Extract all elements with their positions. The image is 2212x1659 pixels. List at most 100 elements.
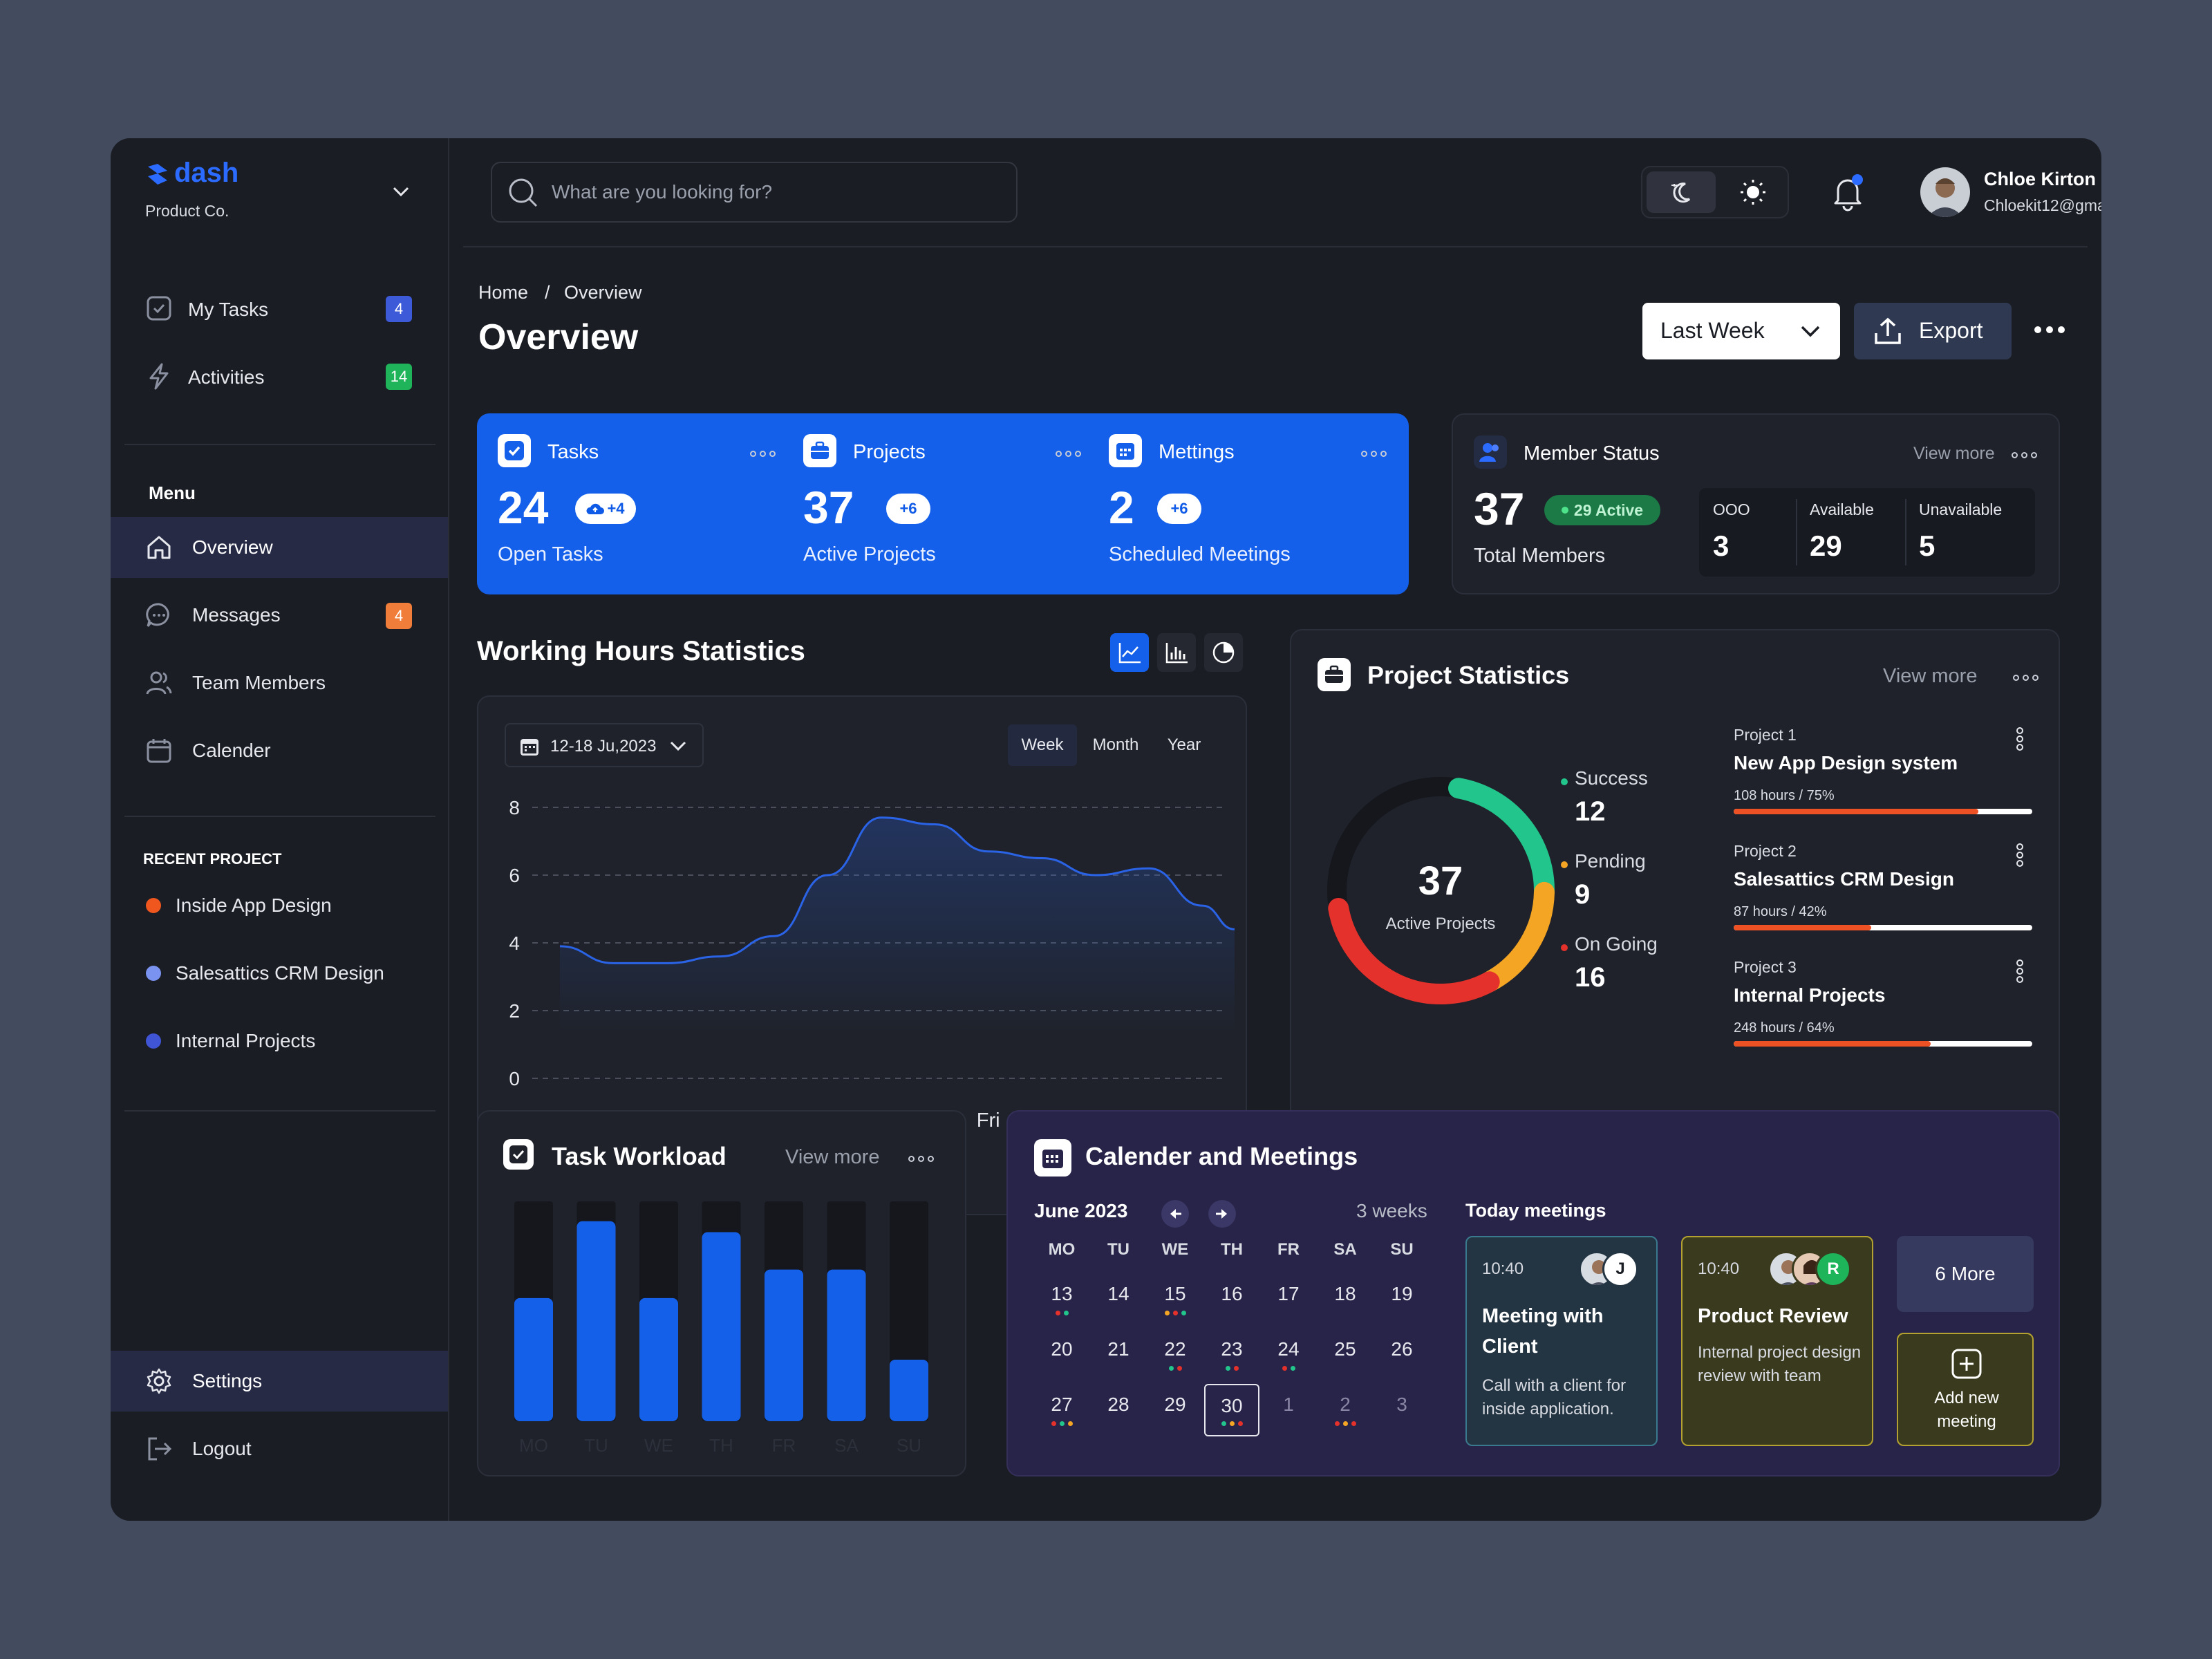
recent-title: RECENT PROJECT [143,850,282,868]
tab-month[interactable]: Month [1081,724,1150,766]
more-dots-icon[interactable] [1361,451,1387,457]
project-item[interactable]: Project 2 Salesattics CRM Design 87 hour… [1734,842,2038,946]
bell-icon[interactable] [1828,171,1867,213]
calendar-day[interactable]: 28 [1107,1394,1130,1415]
date-range-select[interactable]: 12-18 Ju,2023 [505,723,704,767]
add-meeting-button[interactable]: Add new meeting [1897,1333,2034,1446]
x-tick-label: WE [644,1435,673,1456]
workspace-chevron-down-icon[interactable] [391,181,411,202]
kebab-menu-icon[interactable] [2014,727,2025,752]
sidebar-item-overview[interactable]: Overview [111,517,448,578]
more-dots-icon[interactable] [2013,675,2038,681]
export-button[interactable]: Export [1854,303,2012,359]
calendar-day[interactable]: 19 [1391,1283,1413,1304]
calendar-day[interactable]: 27 [1051,1394,1073,1415]
sidebar-item-team-members[interactable]: Team Members [111,653,448,713]
project-stats-title: Project Statistics [1367,661,1570,689]
project-tag: Project 2 [1734,842,1797,860]
next-month-button[interactable] [1208,1200,1236,1228]
search-placeholder: What are you looking for? [552,181,773,203]
weeks-label: 3 weeks [1356,1200,1427,1221]
more-dots-icon[interactable] [750,451,776,457]
calendar-day[interactable]: 16 [1221,1283,1243,1304]
user-avatar[interactable] [1920,167,1970,217]
x-tick-label: MO [519,1435,548,1456]
more-dots-icon[interactable] [2012,452,2037,458]
legend-value: 9 [1575,879,1591,910]
calendar-day[interactable]: 29 [1164,1394,1186,1415]
sidebar-item-activities[interactable]: Activities 14 [145,358,422,393]
calendar-day[interactable]: 26 [1391,1338,1413,1360]
recent-project-item[interactable]: Inside App Design [144,886,434,921]
kebab-menu-icon[interactable] [2014,843,2025,868]
settings-button[interactable]: Settings [111,1351,448,1412]
y-tick-label: 0 [509,1068,520,1089]
project-meta: 108 hours / 75% [1734,788,1835,803]
avatar-letter: J [1615,1259,1625,1278]
sidebar-item-messages[interactable]: Messages 4 [111,585,448,646]
sidebar-item-calender[interactable]: Calender [111,720,448,781]
plus-icon [1951,1348,1983,1380]
calendar-day[interactable]: 14 [1107,1283,1130,1304]
meeting-card[interactable]: 10:40 R Product Review Internal project … [1681,1236,1873,1446]
calendar-day[interactable]: 17 [1277,1283,1300,1304]
period-select[interactable]: Last Week [1642,303,1840,359]
progress-fill [1734,925,1871,930]
tab-week[interactable]: Week [1008,724,1077,766]
bar-chart-toggle-icon[interactable] [1157,633,1196,672]
calendar-day[interactable]: 25 [1334,1338,1356,1360]
event-dots [1318,1421,1373,1426]
more-dots-icon[interactable] [1056,451,1081,457]
project-tag: Project 3 [1734,958,1797,976]
gear-icon [145,1367,173,1395]
calendar-day[interactable]: 20 [1051,1338,1073,1360]
recent-project-item[interactable]: Salesattics CRM Design [144,954,434,988]
tab-year[interactable]: Year [1154,724,1214,766]
calendar-day[interactable]: 1 [1283,1394,1294,1415]
recent-project-item[interactable]: Internal Projects [144,1022,434,1056]
logout-button[interactable]: Logout [111,1418,448,1479]
pie-chart-toggle-icon[interactable] [1204,633,1243,672]
calendar-day[interactable]: 3 [1396,1394,1407,1415]
breadcrumb-home[interactable]: Home [478,282,529,303]
divider [124,816,435,817]
unavailable-value: 5 [1919,529,1936,562]
calendar-day[interactable]: 23 [1221,1338,1243,1360]
search-input[interactable]: What are you looking for? [491,162,1018,223]
calendar-day[interactable]: 30 [1204,1384,1259,1436]
calendar-day[interactable]: 13 [1051,1283,1073,1304]
stat-caption: Active Projects [803,543,936,565]
project-item[interactable]: Project 1 New App Design system 108 hour… [1734,726,2038,830]
theme-toggle[interactable] [1641,166,1789,218]
prev-month-button[interactable] [1161,1200,1189,1228]
calendar-day[interactable]: 22 [1164,1338,1186,1360]
calendar-icon [518,735,541,758]
more-options-icon[interactable] [2032,319,2067,340]
available-value: 29 [1810,529,1842,562]
y-tick-label: 8 [509,797,520,818]
kebab-menu-icon[interactable] [2014,959,2025,984]
more-meetings-button[interactable]: 6 More [1897,1236,2034,1312]
stat-delta-badge: +4 [575,494,636,524]
sun-icon[interactable] [1720,171,1786,213]
calendar-day[interactable]: 24 [1277,1338,1300,1360]
moon-icon[interactable] [1647,171,1716,213]
users-icon [1474,435,1507,469]
chevron-down-icon [1799,319,1822,343]
calendar-day[interactable]: 18 [1334,1283,1356,1304]
donut-segment [1328,898,1500,1004]
calendar-day[interactable]: 15 [1164,1283,1186,1304]
view-more-link[interactable]: View more [1883,665,1978,687]
meeting-card[interactable]: 10:40 J Meeting with Client Call with a … [1465,1236,1658,1446]
calendar-day[interactable]: 2 [1340,1394,1351,1415]
view-more-link[interactable]: View more [1913,444,1995,463]
more-dots-icon[interactable] [908,1156,934,1162]
progress-fill [1734,809,1979,814]
weekday-header: FR [1277,1240,1300,1259]
line-chart-toggle-icon[interactable] [1110,633,1149,672]
view-more-link[interactable]: View more [785,1146,880,1168]
available-label: Available [1810,500,1874,518]
calendar-day[interactable]: 21 [1107,1338,1130,1360]
sidebar-item-my-tasks[interactable]: My Tasks 4 [145,290,422,325]
project-item[interactable]: Project 3 Internal Projects 248 hours / … [1734,958,2038,1062]
